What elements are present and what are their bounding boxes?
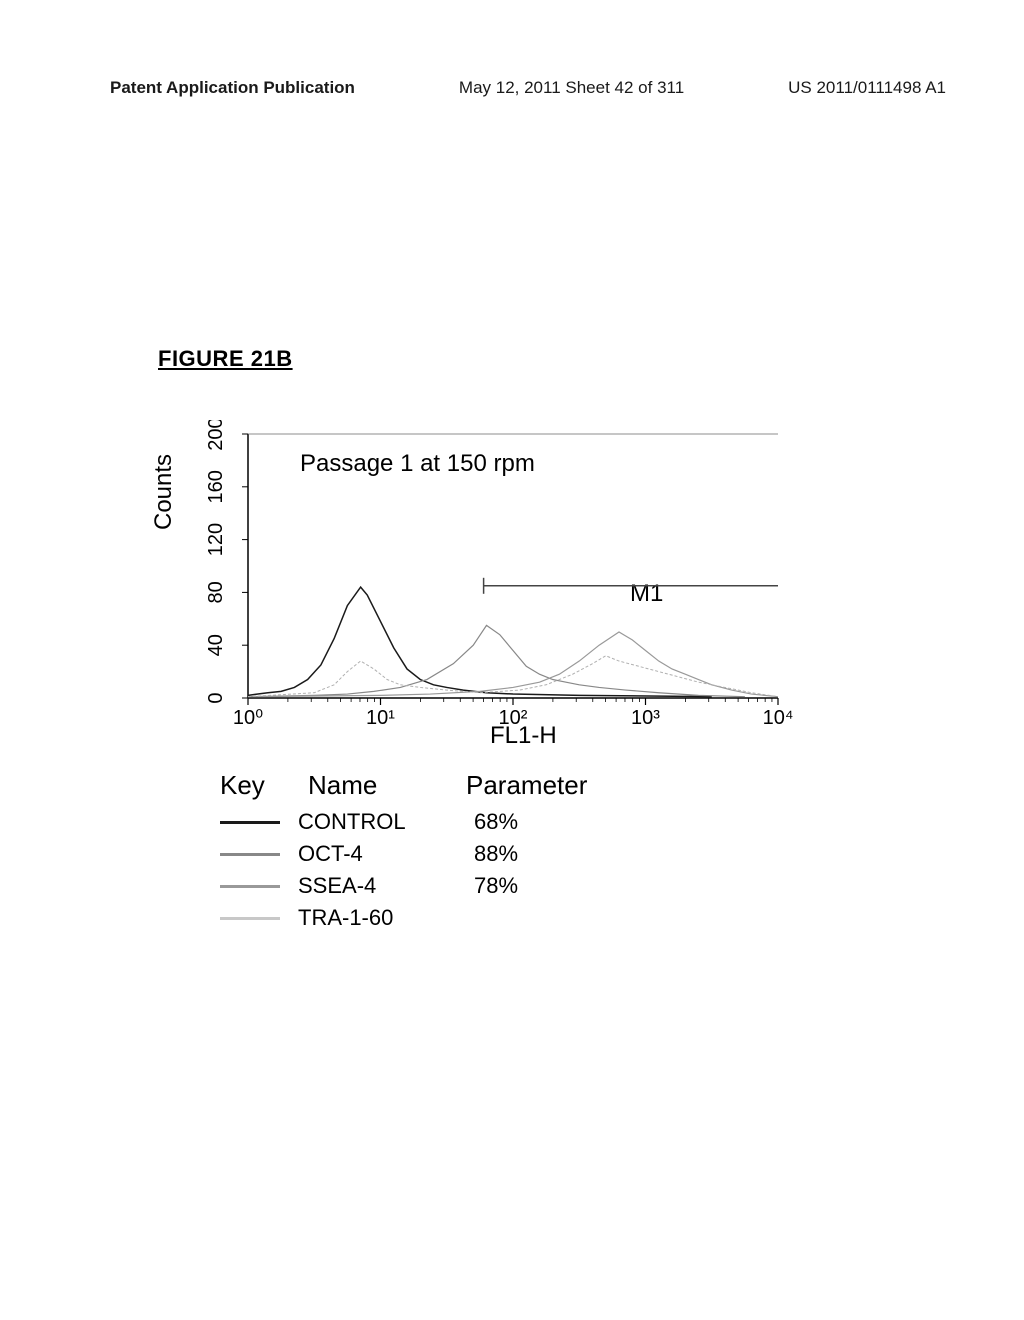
svg-text:0: 0 (205, 692, 227, 703)
svg-text:10⁰: 10⁰ (233, 707, 263, 729)
flow-cytometry-histogram: 0 40 80 120 160 200 10⁰ 10¹ 10² 10³ 10⁴ (158, 420, 798, 740)
legend-param: 68% (456, 809, 536, 835)
legend-name: CONTROL (298, 809, 438, 835)
header-left: Patent Application Publication (110, 78, 355, 98)
figure-label: FIGURE 21B (158, 346, 293, 372)
legend: Key Name Parameter CONTROL 68% OCT-4 88% SSE… (220, 770, 626, 937)
legend-col-key: Key (220, 770, 290, 801)
svg-text:200: 200 (205, 420, 227, 451)
legend-param: 88% (456, 841, 536, 867)
legend-row: OCT-4 88% (220, 841, 626, 867)
legend-name: TRA-1-60 (298, 905, 438, 931)
legend-swatch (220, 885, 280, 888)
legend-header: Key Name Parameter (220, 770, 626, 801)
header-right: US 2011/0111498 A1 (788, 78, 946, 98)
svg-text:10⁴: 10⁴ (763, 707, 794, 729)
svg-text:80: 80 (205, 581, 227, 603)
legend-swatch (220, 917, 280, 920)
legend-name: OCT-4 (298, 841, 438, 867)
svg-text:10²: 10² (499, 707, 528, 729)
header-center: May 12, 2011 Sheet 42 of 311 (459, 78, 684, 98)
legend-swatch (220, 821, 280, 824)
svg-text:40: 40 (205, 634, 227, 656)
legend-col-param: Parameter (466, 770, 626, 801)
legend-name: SSEA-4 (298, 873, 438, 899)
svg-text:120: 120 (205, 523, 227, 556)
legend-col-name: Name (308, 770, 448, 801)
svg-text:10¹: 10¹ (366, 707, 395, 729)
svg-text:160: 160 (205, 470, 227, 503)
legend-row: CONTROL 68% (220, 809, 626, 835)
legend-param: 78% (456, 873, 536, 899)
svg-text:10³: 10³ (631, 707, 660, 729)
legend-swatch (220, 853, 280, 856)
legend-row: SSEA-4 78% (220, 873, 626, 899)
chart-svg: 0 40 80 120 160 200 10⁰ 10¹ 10² 10³ 10⁴ (158, 420, 798, 740)
legend-row: TRA-1-60 (220, 905, 626, 931)
patent-header: Patent Application Publication May 12, 2… (110, 78, 946, 98)
